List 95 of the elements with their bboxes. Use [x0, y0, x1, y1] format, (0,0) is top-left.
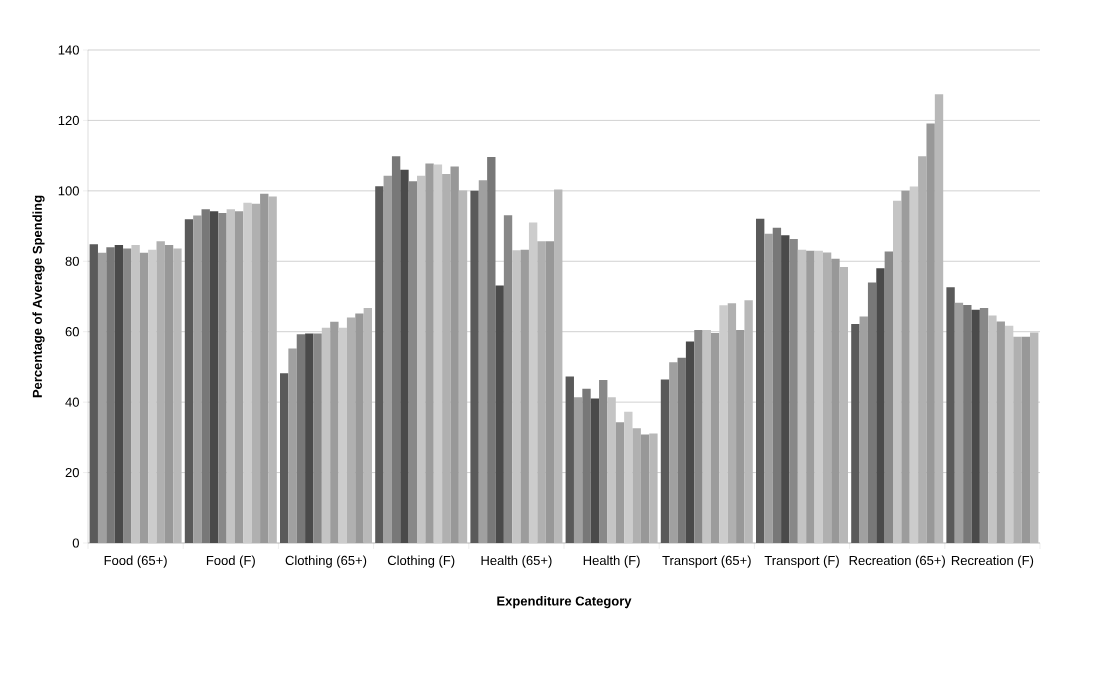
bar: [408, 181, 418, 543]
bar: [851, 323, 860, 543]
bar: [184, 219, 194, 543]
y-tick-label: 0: [72, 538, 79, 548]
bar: [131, 245, 140, 543]
bar: [736, 329, 745, 543]
bar: [607, 397, 616, 543]
bar: [268, 196, 277, 543]
bar: [458, 190, 468, 543]
y-tick-label: 80: [65, 256, 79, 266]
y-tick-label: 140: [58, 45, 79, 55]
bar: [106, 247, 115, 543]
bar: [545, 241, 555, 543]
bar: [934, 94, 944, 543]
bar: [209, 211, 219, 543]
bar: [260, 193, 269, 543]
bar: [1030, 332, 1039, 543]
bar: [173, 248, 182, 543]
x-tick-label: Health (F): [583, 555, 640, 568]
bar: [218, 213, 227, 543]
bar: [909, 186, 919, 543]
bar: [280, 373, 289, 543]
bar: [201, 209, 210, 543]
x-tick-label: Clothing (F): [387, 555, 455, 568]
bar: [624, 411, 633, 543]
bar: [744, 300, 753, 543]
bar: [814, 250, 823, 543]
bar: [772, 227, 782, 543]
bar: [433, 164, 443, 543]
bar: [450, 166, 459, 543]
y-axis-title: Percentage of Average Spending: [32, 195, 45, 398]
bar: [565, 376, 574, 543]
bar: [867, 282, 877, 543]
bar: [756, 218, 765, 543]
bar: [89, 244, 98, 543]
bar: [528, 222, 538, 543]
bar: [963, 304, 972, 543]
bar: [660, 379, 670, 543]
x-tick-label: Transport (65+): [662, 555, 751, 568]
bar: [649, 433, 658, 543]
bar: [781, 235, 790, 543]
y-tick-label: 100: [58, 186, 79, 196]
bar: [391, 156, 401, 543]
bar: [470, 190, 479, 543]
bar: [979, 308, 989, 543]
bar: [512, 250, 521, 543]
bar: [640, 434, 650, 543]
bar: [164, 245, 174, 543]
bar: [226, 209, 235, 543]
bar: [375, 186, 384, 543]
bar: [599, 379, 608, 543]
bar: [839, 266, 848, 543]
x-axis-title: Expenditure Category: [497, 596, 632, 609]
bar: [296, 334, 306, 543]
y-tick-label: 120: [58, 115, 79, 126]
x-tick-label: Health (65+): [481, 555, 552, 568]
bar: [114, 245, 124, 543]
bar: [1004, 325, 1014, 543]
y-tick-label: 60: [65, 327, 79, 337]
x-tick-label: Recreation (65+): [849, 555, 945, 568]
bar: [148, 249, 157, 543]
bar: [677, 357, 686, 543]
bar: [417, 175, 426, 543]
bar: [893, 200, 902, 543]
bar: [243, 202, 252, 543]
bar: [926, 123, 935, 543]
x-tick-label: Food (65+): [104, 555, 167, 568]
x-tick-label: Recreation (F): [951, 555, 1034, 568]
bar: [971, 309, 980, 543]
bar: [487, 157, 496, 543]
bar: [355, 313, 364, 543]
x-tick-label: Clothing (65+): [285, 555, 367, 568]
bar: [719, 305, 728, 543]
bar: [702, 329, 711, 543]
bar: [305, 333, 314, 543]
bar: [988, 315, 997, 543]
bar: [1021, 336, 1031, 543]
x-tick-label: Transport (F): [764, 555, 839, 568]
bar: [400, 169, 409, 543]
bar: [789, 239, 798, 543]
bar: [554, 189, 563, 543]
bar: [363, 308, 373, 543]
bar: [321, 327, 331, 543]
x-tick-label: Food (F): [206, 555, 255, 568]
bar: [685, 341, 695, 543]
bar: [876, 268, 885, 543]
bar: [946, 287, 955, 543]
y-tick-label: 20: [65, 467, 79, 478]
bar: [590, 398, 600, 543]
bar: [495, 285, 504, 543]
y-tick-label: 40: [65, 397, 79, 407]
bar: [123, 248, 132, 543]
bar: [582, 388, 591, 543]
bar: [338, 327, 347, 543]
bar: [797, 249, 807, 543]
